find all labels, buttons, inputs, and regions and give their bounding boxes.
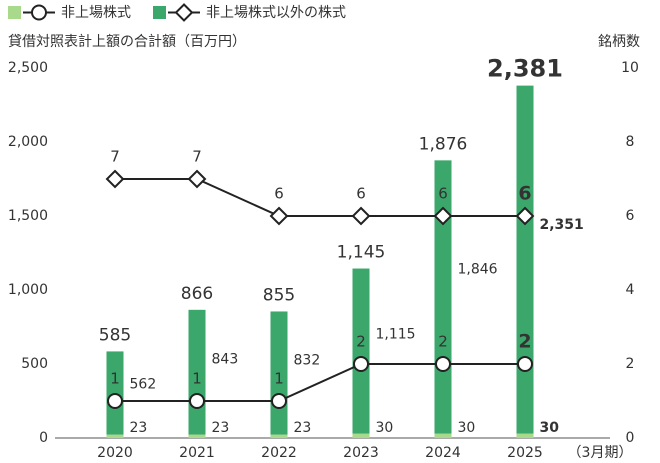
count-label: 2 bbox=[438, 333, 448, 351]
total-label: 1,145 bbox=[337, 243, 386, 263]
count-marker bbox=[269, 206, 289, 226]
bar-value-label: 30 bbox=[540, 420, 560, 436]
count-label: 6 bbox=[438, 185, 448, 203]
bar-value-label: 30 bbox=[376, 420, 394, 436]
bar-value-label: 23 bbox=[130, 420, 148, 436]
count-label: 7 bbox=[192, 148, 202, 166]
bar-value-label: 23 bbox=[294, 420, 312, 436]
y2-tick-label: 4 bbox=[626, 282, 635, 298]
y2-tick-label: 8 bbox=[626, 134, 635, 150]
total-label: 1,876 bbox=[419, 134, 468, 154]
count-label: 6 bbox=[356, 185, 366, 203]
bar-segment bbox=[352, 268, 370, 434]
count-marker bbox=[515, 206, 535, 226]
count-marker bbox=[107, 393, 123, 409]
y-tick-label: 2,500 bbox=[8, 60, 48, 76]
total-label: 2,381 bbox=[487, 55, 563, 83]
x-tick-label: 2023 bbox=[343, 445, 379, 461]
count-marker bbox=[433, 206, 453, 226]
bar-value-label: 23 bbox=[212, 420, 230, 436]
count-label: 1 bbox=[110, 370, 120, 388]
x-annotation: （3月期） bbox=[568, 445, 633, 461]
bar-segment bbox=[106, 434, 124, 438]
y-axis-title: 貸借対照表計上額の合計額（百万円） bbox=[8, 34, 246, 50]
count-label: 7 bbox=[110, 148, 120, 166]
y2-tick-label: 2 bbox=[626, 356, 635, 372]
bar-value-label: 562 bbox=[130, 377, 157, 393]
x-tick-label: 2025 bbox=[507, 445, 543, 461]
total-label: 855 bbox=[263, 285, 295, 305]
x-tick-label: 2021 bbox=[179, 445, 215, 461]
bar-value-label: 832 bbox=[294, 353, 321, 369]
x-tick-label: 2020 bbox=[97, 445, 133, 461]
x-tick-label: 2022 bbox=[261, 445, 297, 461]
count-marker bbox=[517, 356, 533, 372]
y2-tick-label: 6 bbox=[626, 208, 635, 224]
legend-marker bbox=[174, 3, 194, 22]
x-tick-label: 2024 bbox=[425, 445, 461, 461]
y2-tick-label: 0 bbox=[626, 430, 635, 446]
bar-value-label: 30 bbox=[458, 420, 476, 436]
count-marker bbox=[351, 206, 371, 226]
bar-segment bbox=[188, 434, 206, 438]
legend-label: 非上場株式 bbox=[61, 5, 131, 21]
y-tick-label: 1,500 bbox=[8, 208, 48, 224]
bar-segment bbox=[352, 433, 370, 438]
y-tick-label: 2,000 bbox=[8, 134, 48, 150]
legend-label: 非上場株式以外の株式 bbox=[206, 5, 346, 21]
count-marker bbox=[271, 393, 287, 409]
count-line bbox=[115, 363, 525, 402]
count-label: 1 bbox=[274, 370, 284, 388]
total-label: 585 bbox=[99, 325, 131, 345]
count-marker bbox=[187, 169, 207, 189]
bar-value-label: 1,846 bbox=[458, 262, 498, 278]
count-label: 1 bbox=[192, 370, 202, 388]
legend-swatch bbox=[8, 6, 21, 19]
bar-value-label: 843 bbox=[212, 352, 239, 368]
bar-value-label: 1,115 bbox=[376, 327, 416, 343]
count-marker bbox=[189, 393, 205, 409]
y2-tick-label: 10 bbox=[621, 60, 639, 76]
y-tick-label: 0 bbox=[39, 430, 48, 446]
count-marker bbox=[353, 356, 369, 372]
legend-marker bbox=[31, 4, 47, 21]
count-marker bbox=[435, 356, 451, 372]
count-label: 2 bbox=[518, 331, 531, 353]
y2-axis-title: 銘柄数 bbox=[598, 34, 640, 50]
bar-segment bbox=[270, 434, 288, 438]
total-label: 866 bbox=[181, 284, 213, 304]
bar-segment bbox=[516, 433, 534, 438]
bar-segment bbox=[434, 433, 452, 438]
count-line bbox=[115, 178, 525, 217]
y-tick-label: 500 bbox=[21, 356, 48, 372]
y-tick-label: 1,000 bbox=[8, 282, 48, 298]
legend-swatch bbox=[153, 6, 166, 19]
bar-segment bbox=[516, 85, 534, 434]
count-label: 6 bbox=[274, 185, 284, 203]
count-marker bbox=[105, 169, 125, 189]
count-label: 2 bbox=[356, 333, 366, 351]
bar-value-label: 2,351 bbox=[540, 217, 584, 233]
count-label: 6 bbox=[518, 183, 531, 205]
